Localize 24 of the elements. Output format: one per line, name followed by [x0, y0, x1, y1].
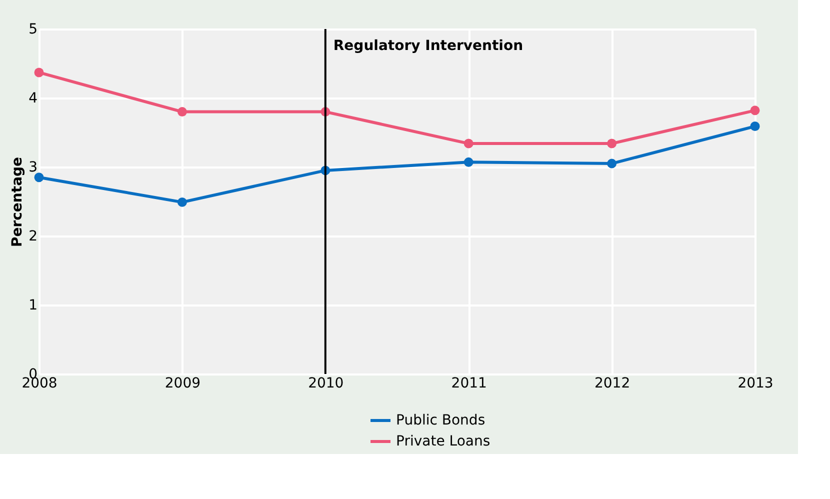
y-tick-label: 4: [28, 90, 38, 106]
x-tick-label: 2009: [164, 376, 201, 392]
point: [177, 197, 187, 207]
ref-line-label: Regulatory Intervention: [333, 38, 524, 54]
x-tick-label: 2013: [738, 376, 774, 392]
point: [607, 158, 617, 168]
point: [750, 106, 760, 116]
point: [464, 138, 474, 148]
y-tick-label: 2: [28, 228, 38, 244]
x-tick-label: 2011: [451, 376, 487, 392]
x-tick-label: 2012: [594, 376, 630, 392]
legend-label: Private Loans: [396, 434, 490, 450]
y-tick-label: 5: [28, 22, 38, 38]
point: [750, 122, 760, 132]
y-tick-label: 3: [28, 160, 38, 176]
point: [177, 107, 187, 117]
point: [34, 68, 44, 78]
point: [34, 172, 44, 182]
y-axis-title: Percentage: [10, 156, 26, 248]
point: [464, 157, 474, 167]
legend-label: Public Bonds: [396, 412, 486, 428]
point: [607, 138, 617, 148]
x-tick-label: 2010: [308, 376, 344, 392]
y-tick-label: 1: [28, 298, 38, 314]
